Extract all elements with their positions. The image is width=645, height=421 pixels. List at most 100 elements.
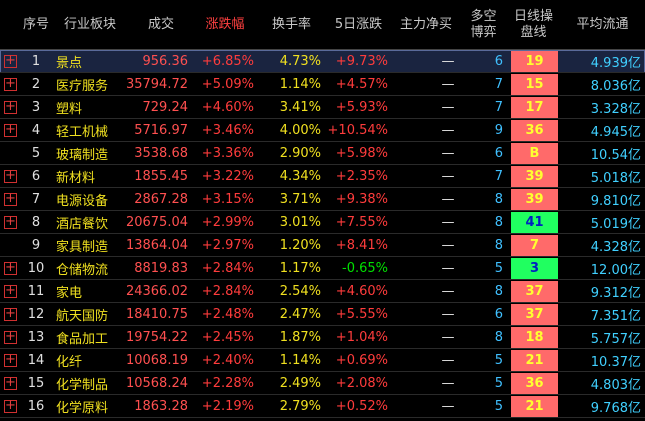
- column-header[interactable]: 行业板块: [63, 17, 116, 32]
- avg-float: 8.036亿: [590, 79, 641, 94]
- long-short: 6: [494, 307, 503, 322]
- expand-button[interactable]: +: [4, 214, 17, 229]
- sector-name: 新材料: [56, 171, 96, 186]
- selected-row[interactable]: [0, 50, 645, 73]
- expand-button[interactable]: +: [4, 306, 17, 321]
- main-net-buy: —: [441, 376, 455, 391]
- change-5d: +10.54%: [327, 123, 388, 138]
- change-5d: +0.52%: [335, 399, 388, 414]
- long-short: 7: [494, 169, 503, 184]
- long-short: 7: [494, 77, 503, 92]
- column-header[interactable]: 日线操 盘线: [513, 9, 553, 40]
- long-short: 7: [494, 100, 503, 115]
- column-header[interactable]: 多空 博弈: [470, 9, 497, 40]
- expand-button[interactable]: +: [4, 168, 17, 183]
- expand-button[interactable]: +: [4, 329, 17, 344]
- signal-badge: 7: [511, 235, 558, 256]
- signal-badge: 39: [511, 166, 558, 187]
- main-net-buy: —: [441, 353, 455, 368]
- signal-badge: 37: [511, 304, 558, 325]
- long-short: 5: [494, 376, 503, 391]
- long-short: 5: [494, 261, 503, 276]
- volume: 19754.22: [125, 330, 188, 345]
- row-divider: [0, 256, 645, 257]
- expand-button[interactable]: +: [4, 122, 17, 137]
- volume: 3538.68: [134, 146, 188, 161]
- sector-name: 食品加工: [56, 332, 109, 347]
- sector-name: 轻工机械: [56, 125, 109, 140]
- volume: 729.24: [142, 100, 189, 115]
- avg-float: 5.018亿: [590, 171, 641, 186]
- volume: 956.36: [142, 54, 189, 69]
- row-divider: [0, 95, 645, 96]
- expand-button[interactable]: +: [4, 398, 17, 413]
- row-index: 4: [31, 123, 41, 138]
- volume: 5716.97: [134, 123, 188, 138]
- avg-float: 4.328亿: [590, 240, 641, 255]
- main-net-buy: —: [441, 100, 455, 115]
- turnover: 3.71%: [279, 192, 321, 207]
- column-header[interactable]: 主力净买: [399, 17, 452, 32]
- expand-button[interactable]: +: [4, 260, 17, 275]
- turnover: 1.17%: [279, 261, 321, 276]
- expand-button[interactable]: +: [4, 99, 17, 114]
- change-5d: +5.98%: [335, 146, 388, 161]
- row-divider: [0, 371, 645, 372]
- change-5d: -0.65%: [342, 261, 388, 276]
- avg-float: 9.312亿: [590, 286, 641, 301]
- main-net-buy: —: [441, 123, 455, 138]
- expand-button[interactable]: +: [4, 352, 17, 367]
- signal-badge: 39: [511, 189, 558, 210]
- change-pct: +2.84%: [201, 284, 254, 299]
- sector-name: 化学制品: [56, 378, 109, 393]
- turnover: 2.47%: [279, 307, 321, 322]
- row-divider: [0, 72, 645, 73]
- sector-name: 景点: [56, 56, 83, 71]
- column-header[interactable]: 换手率: [271, 17, 311, 32]
- change-5d: +5.55%: [335, 307, 388, 322]
- expand-button[interactable]: +: [4, 191, 17, 206]
- change-pct: +2.99%: [201, 215, 254, 230]
- change-pct: +2.48%: [201, 307, 254, 322]
- column-header[interactable]: 平均流通: [576, 17, 629, 32]
- sector-name: 仓储物流: [56, 263, 109, 278]
- signal-badge: 36: [511, 120, 558, 141]
- turnover: 2.54%: [279, 284, 321, 299]
- sector-name: 化学原料: [56, 401, 109, 416]
- column-header[interactable]: 序号: [22, 17, 49, 32]
- expand-button[interactable]: +: [4, 283, 17, 298]
- long-short: 8: [494, 330, 503, 345]
- turnover: 3.41%: [279, 100, 321, 115]
- column-header[interactable]: 成交: [147, 17, 174, 32]
- change-5d: +2.08%: [335, 376, 388, 391]
- turnover: 1.14%: [279, 77, 321, 92]
- volume: 24366.02: [125, 284, 188, 299]
- expand-button[interactable]: +: [4, 375, 17, 390]
- change-pct: +3.22%: [201, 169, 254, 184]
- sector-name: 电源设备: [56, 194, 109, 209]
- main-net-buy: —: [441, 146, 455, 161]
- long-short: 8: [494, 284, 503, 299]
- avg-float: 5.019亿: [590, 217, 641, 232]
- column-header[interactable]: 涨跌幅: [205, 17, 245, 32]
- main-net-buy: —: [441, 307, 455, 322]
- signal-badge: 3: [511, 258, 558, 279]
- sector-name: 家电: [56, 286, 83, 301]
- expand-button[interactable]: +: [4, 76, 17, 91]
- volume: 1855.45: [134, 169, 188, 184]
- column-header[interactable]: 5日涨跌: [334, 17, 383, 32]
- row-divider: [0, 164, 645, 165]
- avg-float: 10.37亿: [590, 355, 641, 370]
- sector-name: 家具制造: [56, 240, 109, 255]
- main-net-buy: —: [441, 169, 455, 184]
- turnover: 2.90%: [279, 146, 321, 161]
- sector-name: 医疗服务: [56, 79, 109, 94]
- expand-button[interactable]: +: [4, 53, 17, 68]
- change-pct: +6.85%: [201, 54, 254, 69]
- change-5d: +0.69%: [335, 353, 388, 368]
- row-divider: [0, 141, 645, 142]
- sector-name: 玻璃制造: [56, 148, 109, 163]
- avg-float: 4.945亿: [590, 125, 641, 140]
- turnover: 2.79%: [279, 399, 321, 414]
- signal-badge: 21: [511, 350, 558, 371]
